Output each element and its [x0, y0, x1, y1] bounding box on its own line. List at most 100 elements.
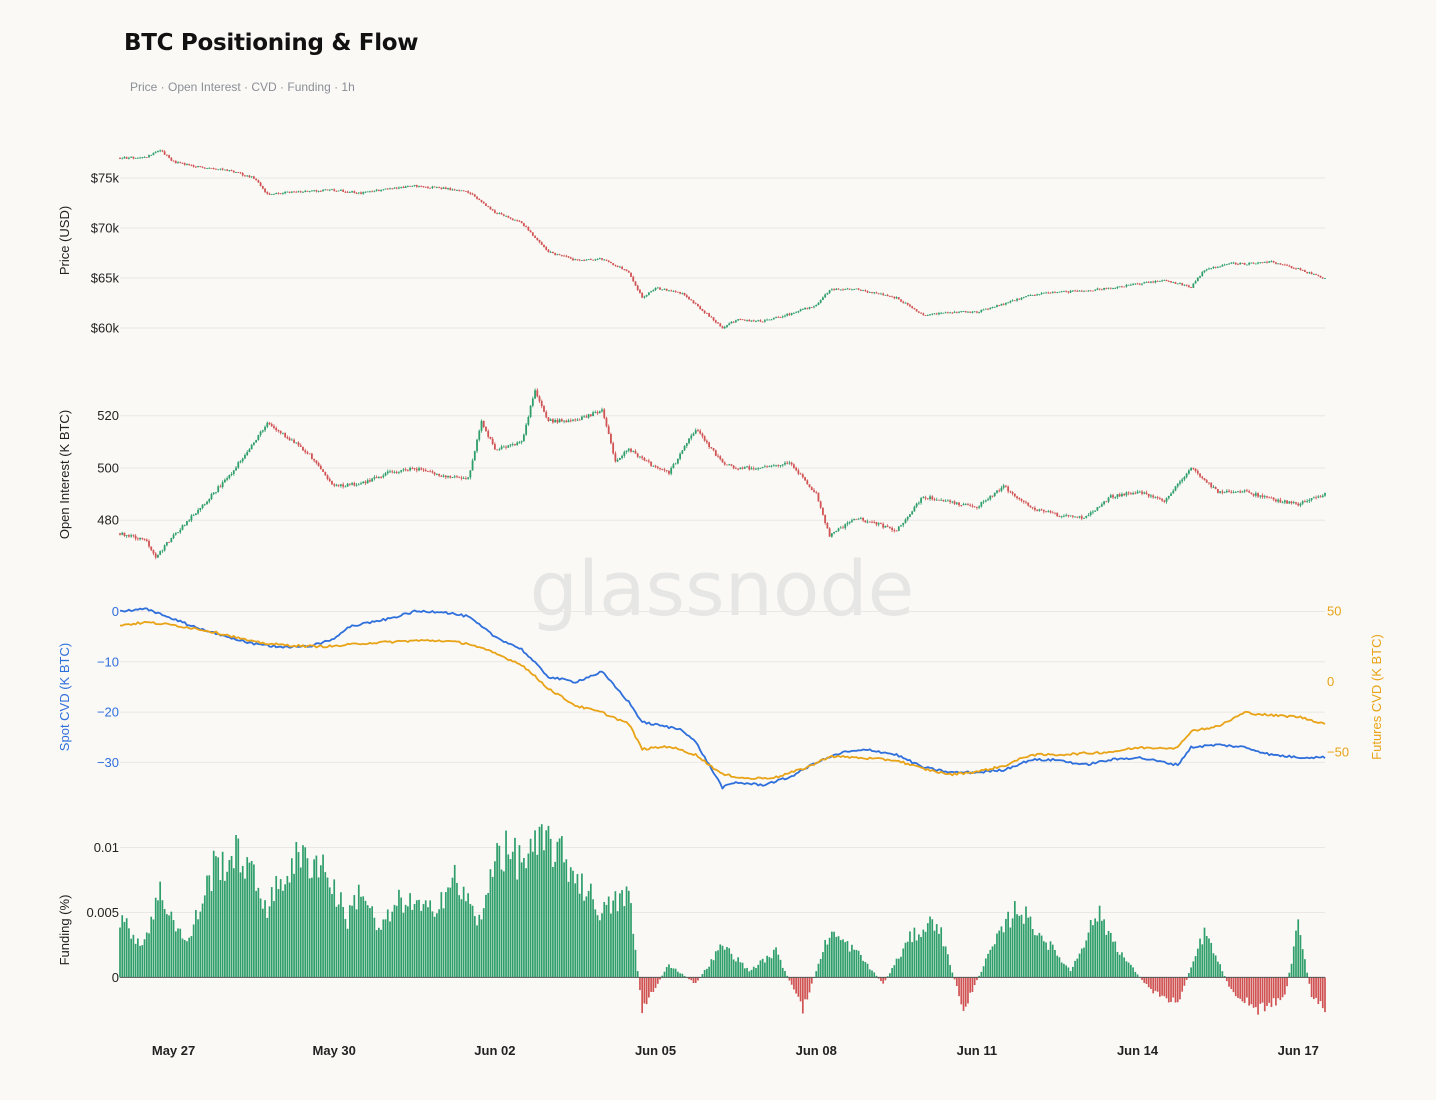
funding-bar — [1261, 977, 1264, 1003]
open-interest-candle-body — [411, 467, 414, 469]
open-interest-candle-body — [1292, 502, 1295, 504]
funding-bar — [719, 944, 722, 978]
funding-bar — [1201, 944, 1204, 978]
price-candle-body — [1121, 286, 1123, 288]
open-interest-candle-body — [473, 451, 476, 461]
funding-bar — [837, 936, 840, 978]
open-interest-candle-body — [284, 432, 287, 438]
funding-bar — [458, 895, 461, 978]
price-candle-body — [726, 325, 728, 328]
open-interest-candle-body — [574, 419, 577, 421]
funding-bar — [886, 976, 889, 978]
funding-bar — [248, 862, 251, 978]
open-interest-candle-body — [982, 501, 985, 503]
open-interest-candle-body — [902, 523, 905, 526]
open-interest-candle-body — [953, 501, 956, 504]
funding-bar — [545, 830, 548, 978]
funding-bar — [409, 893, 411, 978]
funding-bar — [634, 949, 637, 978]
price-candle-body — [911, 306, 914, 308]
price-candle-body — [1214, 266, 1217, 268]
price-candle-body — [554, 253, 557, 255]
funding-bar — [150, 916, 153, 978]
xtick-0: May 27 — [152, 1043, 195, 1058]
open-interest-candle-body — [1029, 505, 1032, 508]
price-candle-body — [304, 190, 307, 192]
open-interest-candle-body — [534, 390, 536, 399]
price-candle-body — [705, 312, 708, 314]
funding-bar — [177, 928, 179, 978]
price-candle-body — [516, 219, 519, 221]
price-candle-body — [163, 151, 166, 155]
funding-bar — [1080, 948, 1083, 978]
funding-bar — [909, 931, 911, 978]
price-candle-body — [346, 191, 349, 193]
open-interest-candle-body — [442, 475, 445, 477]
funding-bar — [1007, 911, 1009, 978]
open-interest-candle-body — [556, 420, 559, 423]
price-candle-body — [141, 157, 144, 158]
funding-bar — [378, 927, 380, 978]
price-candle-body — [348, 192, 351, 193]
funding-bar — [759, 960, 762, 978]
funding-bar — [357, 884, 360, 978]
price-candle-body — [645, 294, 648, 297]
open-interest-candle-body — [364, 481, 367, 484]
price-candle-body — [676, 291, 679, 293]
price-candle-body — [1100, 289, 1103, 291]
price-candle-body — [1065, 290, 1068, 292]
price-candle-body — [1129, 284, 1132, 286]
open-interest-candle-body — [268, 422, 271, 425]
open-interest-candle-body — [730, 464, 733, 466]
funding-bar — [980, 971, 983, 978]
funding-bar — [1257, 977, 1259, 1015]
open-interest-candle-body — [931, 496, 934, 500]
funding-bar — [311, 877, 313, 978]
funding-bar — [395, 905, 398, 978]
open-interest-candle-body — [920, 498, 923, 503]
funding-bar — [1011, 918, 1014, 978]
open-interest-candle-body — [844, 524, 847, 529]
price-candle-body — [219, 168, 222, 170]
open-interest-candle-body — [681, 450, 684, 454]
open-interest-candle-body — [440, 475, 443, 477]
price-candle-body — [578, 259, 581, 261]
funding-bar — [335, 906, 338, 978]
funding-bar — [1268, 977, 1271, 1003]
funding-bar — [835, 936, 838, 978]
funding-bar — [1002, 932, 1005, 978]
price-candle-body — [228, 170, 231, 171]
funding-bar — [268, 906, 271, 978]
open-interest-candle-body — [926, 498, 929, 500]
open-interest-candle-body — [993, 492, 996, 497]
open-interest-candle-body — [819, 501, 822, 508]
open-interest-candle-body — [482, 420, 485, 427]
price-candle-body — [1176, 283, 1179, 285]
open-interest-candle-body — [190, 515, 193, 521]
open-interest-candle-body — [371, 478, 374, 482]
funding-bar — [487, 892, 490, 978]
funding-bar — [1047, 949, 1050, 978]
open-interest-candle-body — [1279, 499, 1282, 503]
funding-bar — [402, 912, 405, 978]
price-candle-body — [275, 193, 278, 194]
funding-bar — [440, 892, 443, 978]
funding-bar — [844, 942, 847, 978]
price-candle-body — [634, 281, 637, 286]
funding-bar — [969, 977, 972, 993]
open-interest-candle-body — [922, 497, 925, 499]
price-candle-body — [1299, 268, 1302, 271]
open-interest-candle-body — [1054, 512, 1056, 514]
price-candle-body — [1292, 267, 1295, 269]
price-candle-body — [136, 157, 139, 159]
funding-bar — [1058, 957, 1061, 978]
funding-bar — [592, 899, 594, 978]
open-interest-candle-body — [1203, 478, 1206, 481]
open-interest-candle-body — [837, 528, 840, 531]
price-candle-body — [295, 191, 298, 193]
funding-bar — [230, 855, 233, 978]
price-candle-body — [1167, 281, 1170, 282]
price-candle-body — [935, 313, 938, 315]
price-candle-body — [460, 190, 463, 192]
funding-bar — [186, 941, 188, 978]
